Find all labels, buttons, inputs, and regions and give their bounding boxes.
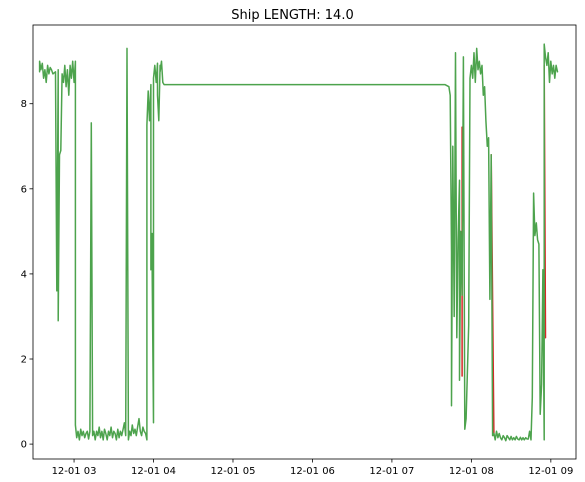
y-tick-label: 4: [21, 269, 27, 280]
x-tick-label: 12-01 06: [290, 466, 335, 477]
x-tick-label: 12-01 03: [52, 466, 97, 477]
y-tick-label: 0: [21, 440, 27, 451]
series-2-line: [38, 43, 559, 442]
x-axis-ticks: 12-01 03 12-01 04 12-01 05 12-01 06 12-01 07…: [52, 459, 573, 477]
x-tick-label: 12-01 05: [210, 466, 255, 477]
x-tick-label: 12-01 04: [131, 466, 176, 477]
plot-frame: [32, 24, 577, 460]
x-tick-label: 12-01 08: [449, 466, 494, 477]
series-layer: [38, 43, 559, 442]
y-tick-label: 8: [21, 99, 27, 110]
chart-title: Ship LENGTH: 14.0: [231, 8, 353, 23]
y-tick-label: 6: [21, 184, 27, 195]
x-tick-label: 12-01 09: [528, 466, 573, 477]
y-tick-label: 2: [21, 355, 27, 366]
y-axis-ticks: 0 2 4 6 8: [21, 99, 33, 451]
x-tick-label: 12-01 07: [369, 466, 414, 477]
